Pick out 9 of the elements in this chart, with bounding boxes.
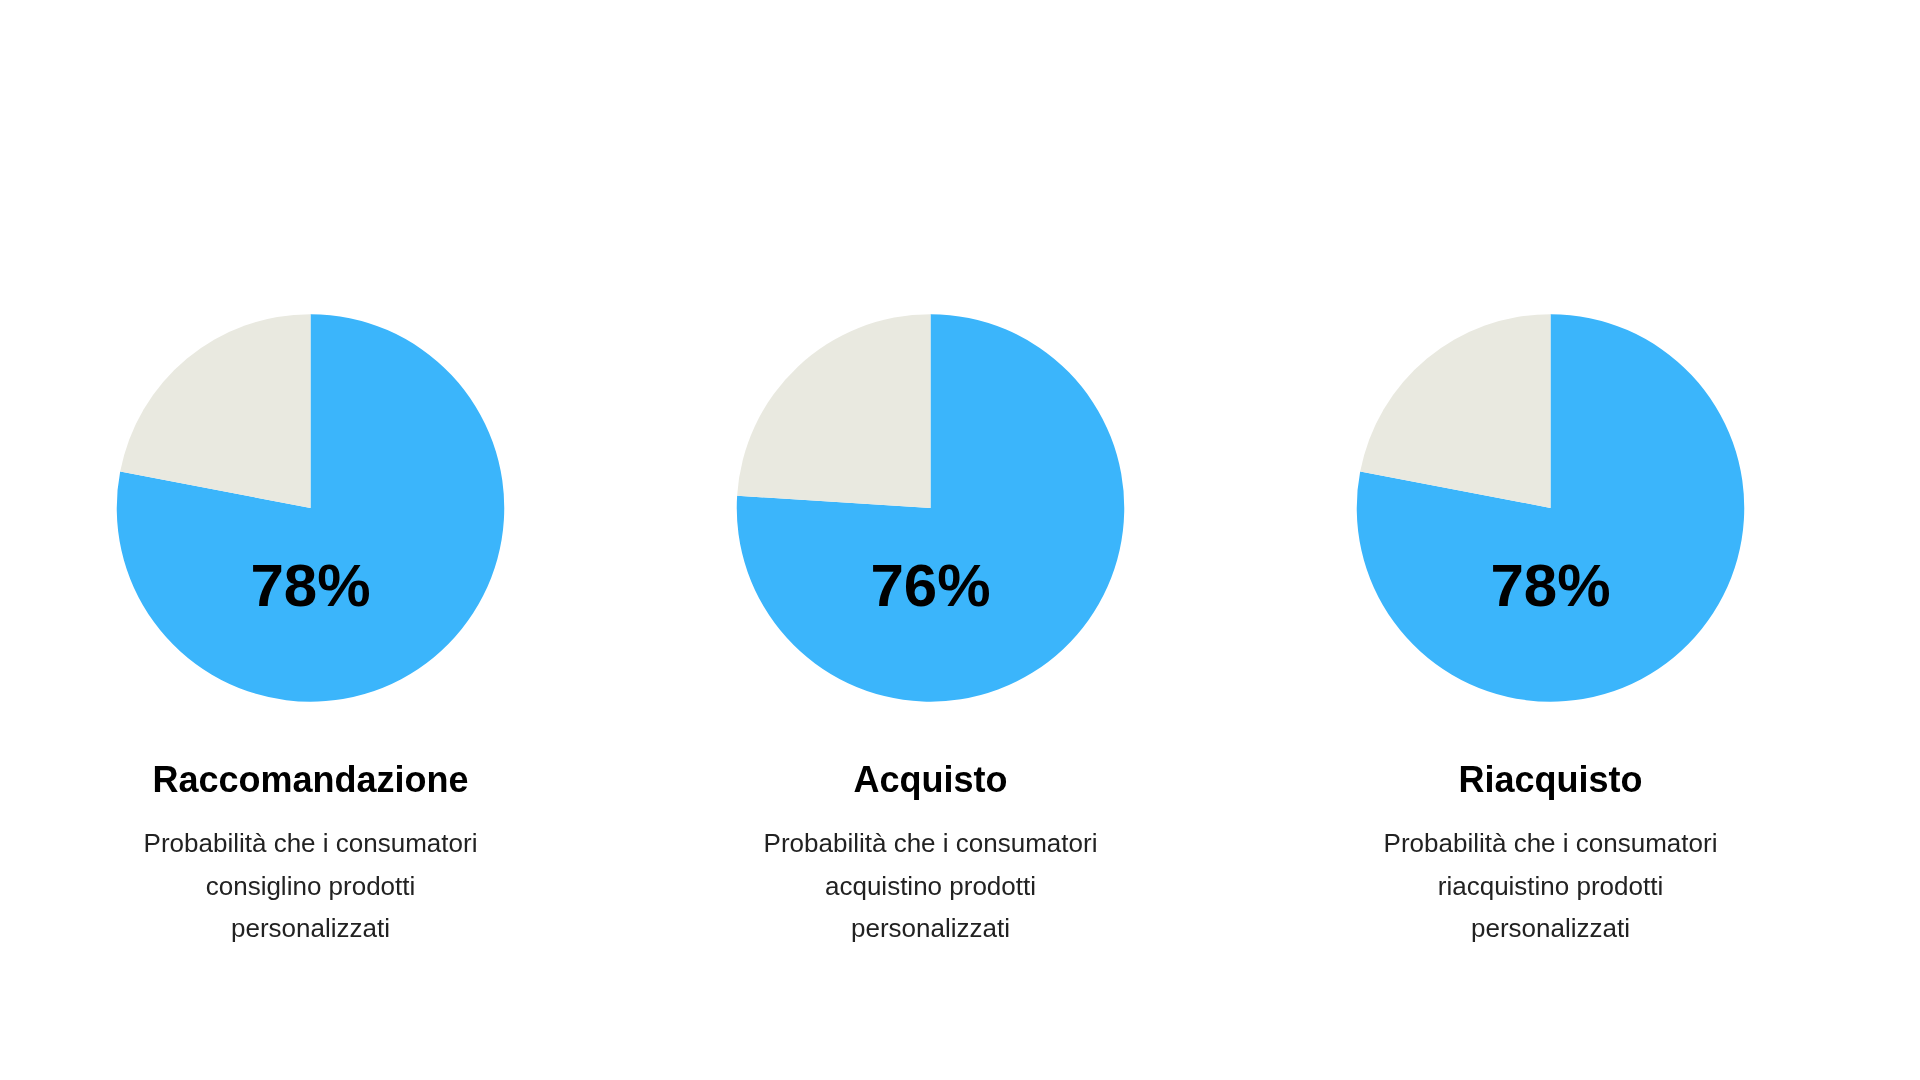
data-label: 76% xyxy=(870,551,991,619)
data-label: 78% xyxy=(250,551,371,619)
text: Riacquisto xyxy=(1458,758,1643,800)
data-label: 78% xyxy=(1490,551,1611,619)
text: Raccomandazione xyxy=(152,758,469,800)
text: Probabilità che i consumatori acquistino prodotti personalizzati xyxy=(763,827,1098,944)
text: Probabilità che i consumatori consiglino prodotti personalizzati xyxy=(143,827,478,944)
text: Acquisto xyxy=(853,758,1008,800)
text: Probabilità che i consumatori riacquistino prodotti personalizzati xyxy=(1383,827,1718,944)
